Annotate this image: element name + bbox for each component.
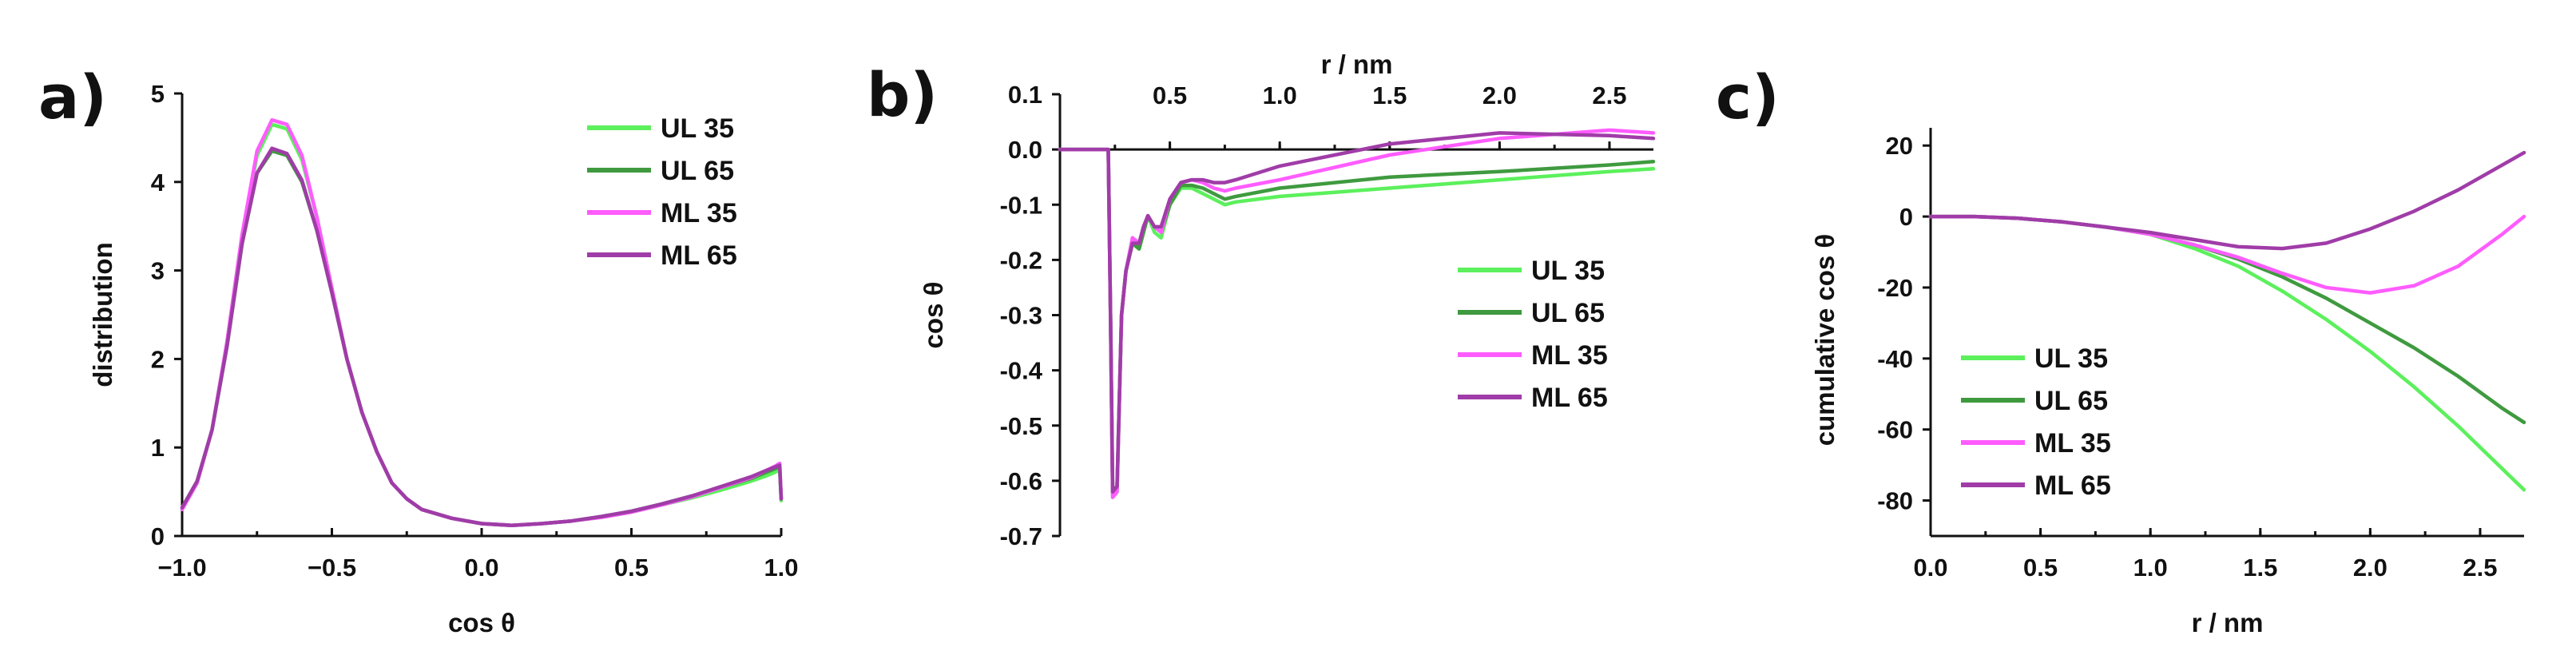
x-tick-label: 0.5 [2023,554,2058,582]
y-tick-label: 1 [151,434,165,462]
y-tick-label: 3 [151,257,165,285]
series-line-ml-35 [1058,128,1656,499]
y-tick-label: 0 [1899,203,1913,231]
series-line-ml-65 [180,146,784,527]
legend-label: UL 65 [1531,298,1605,328]
x-tick-label: 2.0 [1482,81,1517,109]
x-tick-label: 1.5 [2243,554,2277,582]
y-tick-label: 4 [151,169,165,197]
series-line-ml-65 [1058,131,1656,494]
x-axis-title: r / nm [2192,608,2264,637]
x-tick-label: 1.0 [1263,81,1297,109]
y-tick-label: 5 [151,80,165,108]
y-tick-label: 20 [1886,132,1913,160]
y-axis-title: cos θ [919,282,948,349]
legend-label: ML 65 [661,240,737,271]
y-tick-label: 2 [151,345,165,373]
legend-label: ML 35 [2034,428,2111,459]
legend-label: ML 65 [2034,470,2111,501]
x-axis-title: cos θ [448,608,515,637]
legend-label: UL 65 [2034,386,2108,416]
legend-label: UL 35 [2034,343,2108,374]
y-tick-label: -0.6 [1000,467,1042,495]
x-axis-title: r / nm [1321,50,1393,79]
legend-label: ML 35 [661,198,737,228]
x-tick-label: 0.5 [614,554,649,582]
x-tick-label: 0.0 [464,554,498,582]
x-tick-label: 2.5 [2463,554,2497,582]
chart-panel-1: a) −1.0 −0.5 0.0 0.5 1.0 0 1 2 3 4 5 cos θ distributi… [38,62,799,637]
legend-label: UL 35 [1531,256,1605,286]
y-tick-label: -80 [1877,487,1913,515]
x-tick-label: 1.0 [2133,554,2168,582]
y-tick-label: -0.3 [1000,302,1042,330]
y-tick-label: 0 [151,522,165,550]
y-tick-label: -20 [1877,274,1913,302]
y-axis-title: distribution [88,242,117,387]
legend-label: ML 35 [1531,340,1608,371]
x-tick-label: 1.0 [764,554,798,582]
y-tick-label: -0.1 [1000,191,1042,219]
series-line-ml-65 [1928,150,2526,251]
legend-label: UL 35 [661,113,734,144]
chart-panel-3: c) 0.0 0.5 1.0 1.5 2.0 2.5 20 0 -20 -40 -60 -80 r / n… [1716,62,2526,637]
x-tick-label: 0.0 [1913,554,1947,582]
panel-letter: b) [867,59,938,130]
legend-label: ML 65 [1531,383,1608,413]
panel-letter: a) [38,62,107,133]
y-tick-label: 0.0 [1008,136,1042,164]
y-tick-label: -0.4 [1000,357,1043,385]
x-tick-label: 2.0 [2353,554,2387,582]
y-tick-label: -60 [1877,416,1913,444]
x-tick-label: 0.5 [1153,81,1187,109]
series-line-ul-35 [1928,214,2526,492]
y-tick-label: -0.5 [1000,412,1042,440]
y-tick-label: -0.2 [1000,246,1042,274]
y-tick-label: -0.7 [1000,522,1042,550]
x-tick-label: 1.5 [1372,81,1407,109]
y-tick-label: 0.1 [1008,81,1042,109]
panel-letter: c) [1716,62,1780,133]
y-tick-label: -40 [1877,345,1913,373]
legend-label: UL 65 [661,156,734,186]
x-tick-label: −1.0 [157,554,206,582]
series-line-ml-35 [1928,214,2526,295]
series-line-ul-65 [1928,214,2526,425]
x-tick-label: −0.5 [308,554,356,582]
y-axis-title: cumulative cos θ [1810,234,1840,446]
chart-panel-2: b) 0.5 1.0 1.5 2.0 2.5 0.1 0.0 -0.1 -0.2 -0.3 -0.4 -… [867,50,1656,550]
x-tick-label: 2.5 [1592,81,1626,109]
